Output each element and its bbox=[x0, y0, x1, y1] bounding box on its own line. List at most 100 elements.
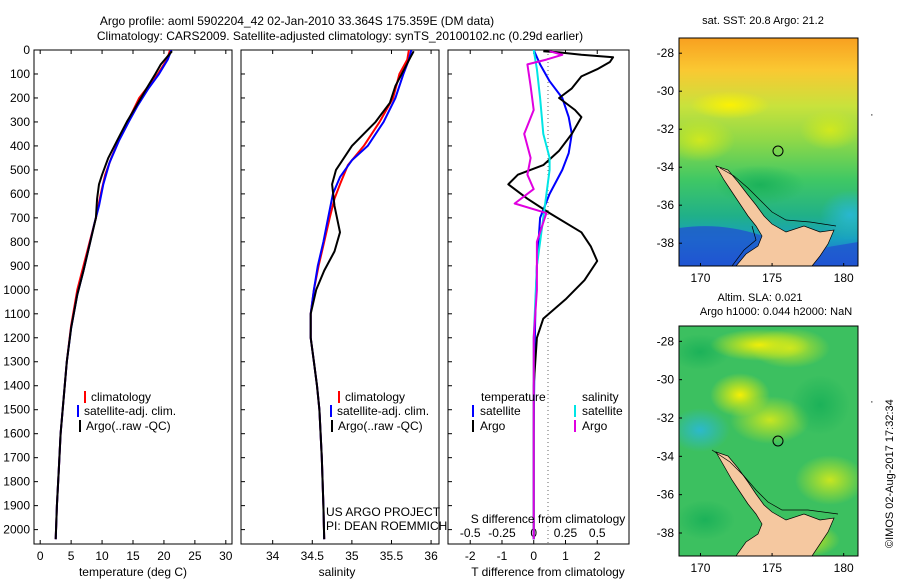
y-tick-label: 0 bbox=[23, 43, 30, 57]
y-tick-label: 300 bbox=[10, 115, 30, 129]
y-tick-label: 900 bbox=[10, 259, 30, 273]
x-tick-label: 25 bbox=[188, 549, 202, 563]
map-y-tick-label: -28 bbox=[657, 334, 675, 348]
legend-satellite-label: satellite-adj. clim. bbox=[84, 404, 176, 418]
x-tick-label: -1 bbox=[497, 549, 508, 563]
sla-map-marker-dot: · bbox=[870, 396, 874, 408]
map-x-tick-label: 180 bbox=[834, 561, 854, 575]
s-tick-label: 0.5 bbox=[589, 526, 606, 540]
sla-map-subtitle: Argo h1000: 0.044 h2000: NaN bbox=[700, 306, 852, 318]
sst-map-title: sat. SST: 20.8 Argo: 21.2 bbox=[702, 15, 824, 27]
difference-panel: -2 -1 0 1 2 -0.5 -0.25 0 0.25 0.5 S difference f… bbox=[447, 49, 630, 579]
legend-climatology-label: climatology bbox=[345, 390, 405, 404]
difference-axes-box bbox=[447, 49, 630, 545]
legend-t-argo-label: Argo bbox=[480, 419, 506, 433]
imos-timestamp: ©IMOS 02-Aug-2017 17:32:34 bbox=[884, 399, 896, 548]
x-tick-label: 0 bbox=[37, 549, 44, 563]
sst-map-x-ticks: 170 175 180 bbox=[690, 263, 854, 285]
legend-climatology-label: climatology bbox=[91, 390, 151, 404]
series-line bbox=[54, 50, 173, 540]
map-x-tick-label: 180 bbox=[834, 271, 854, 285]
map-y-tick-label: -32 bbox=[657, 122, 675, 136]
y-tick-label: 1400 bbox=[3, 379, 30, 393]
map-y-tick-label: -32 bbox=[657, 411, 675, 425]
sla-map-title: Altim. SLA: 0.021 bbox=[718, 292, 803, 304]
temperature-x-ticks bbox=[39, 50, 227, 544]
salinity-x-label: salinity bbox=[319, 565, 356, 579]
legend-s-argo-label: Argo bbox=[582, 419, 608, 433]
temperature-lines bbox=[54, 50, 173, 540]
y-tick-label: 200 bbox=[10, 91, 30, 105]
depth-tick-marks bbox=[34, 49, 38, 531]
legend-salinity-title: salinity bbox=[582, 390, 619, 404]
temperature-x-label: temperature (deg C) bbox=[79, 565, 187, 579]
y-tick-label: 1300 bbox=[3, 355, 30, 369]
y-tick-label: 1500 bbox=[3, 403, 30, 417]
x-tick-label: 35.5 bbox=[380, 549, 404, 563]
y-tick-label: 1000 bbox=[3, 283, 30, 297]
x-tick-label: 20 bbox=[157, 549, 171, 563]
sst-map-y-ticks: -28 -30 -32 -34 -36 -38 bbox=[657, 46, 682, 250]
x-tick-label: 0 bbox=[530, 549, 537, 563]
header-line-1: Argo profile: aoml 5902204_42 02-Jan-201… bbox=[100, 14, 494, 28]
x-tick-label: 1 bbox=[562, 549, 569, 563]
map-y-tick-label: -36 bbox=[657, 198, 675, 212]
y-tick-label: 400 bbox=[10, 139, 30, 153]
land-mass bbox=[715, 165, 837, 266]
legend-satellite-label: satellite-adj. clim. bbox=[337, 404, 429, 418]
s-tick-label: -0.5 bbox=[460, 526, 481, 540]
y-tick-label: 600 bbox=[10, 187, 30, 201]
x-tick-label: 5 bbox=[68, 549, 75, 563]
salinity-panel: 34 34.5 35 35.5 36 salinity climatology sate… bbox=[240, 49, 447, 579]
x-tick-label: 35 bbox=[345, 549, 359, 563]
legend-t-satellite-label: satellite bbox=[480, 404, 521, 418]
y-tick-label: 1600 bbox=[3, 427, 30, 441]
salinity-axes-box bbox=[240, 49, 440, 545]
series-line bbox=[513, 50, 564, 540]
y-tick-label: 1100 bbox=[4, 307, 30, 321]
series-line bbox=[507, 50, 615, 540]
x-tick-label: 10 bbox=[95, 549, 109, 563]
map-y-tick-label: -36 bbox=[657, 488, 675, 502]
y-tick-label: 1700 bbox=[3, 451, 30, 465]
map-y-tick-label: -38 bbox=[657, 236, 675, 250]
sst-map: sat. SST: 20.8 Argo: 21.2 -28 -30 -32 -34 -3… bbox=[657, 15, 874, 285]
map-x-tick-label: 170 bbox=[690, 561, 710, 575]
sla-map-x-ticks: 170 175 180 bbox=[690, 553, 854, 575]
map-y-tick-label: -30 bbox=[657, 373, 675, 387]
temperature-panel: 0100200300400500600700800900100011001200… bbox=[3, 43, 233, 579]
legend-s-satellite-label: satellite bbox=[582, 404, 623, 418]
map-y-tick-label: -34 bbox=[657, 449, 675, 463]
y-tick-label: 500 bbox=[10, 163, 30, 177]
s-tick-label: -0.25 bbox=[488, 526, 516, 540]
s-tick-label: 0.25 bbox=[554, 526, 578, 540]
map-x-tick-label: 175 bbox=[762, 271, 782, 285]
x-tick-label: 36 bbox=[424, 549, 438, 563]
depth-tick-labels: 0 100 200 300 400 500 600 700 800 900 1000 1100 1200… bbox=[3, 43, 30, 537]
pi-annotation: PI: DEAN ROEMMICH bbox=[326, 519, 447, 533]
sla-field bbox=[679, 326, 858, 556]
header-line-2: Climatology: CARS2009. Satellite-adjuste… bbox=[97, 29, 583, 43]
land-mass bbox=[711, 449, 839, 556]
y-tick-label: 100 bbox=[10, 67, 30, 81]
argo-position-marker bbox=[772, 435, 784, 447]
map-y-tick-label: -38 bbox=[657, 526, 675, 540]
temperature-difference-label: T difference from climatology bbox=[471, 565, 625, 579]
sla-map: Altim. SLA: 0.021 Argo h1000: 0.044 h200… bbox=[657, 292, 874, 575]
project-annotation: US ARGO PROJECT bbox=[326, 505, 441, 519]
map-x-tick-label: 170 bbox=[690, 271, 710, 285]
y-tick-label: 1800 bbox=[3, 475, 30, 489]
x-tick-label: -2 bbox=[465, 549, 476, 563]
salinity-lines bbox=[309, 50, 415, 540]
map-y-tick-label: -34 bbox=[657, 160, 675, 174]
legend-temperature-title: temperature bbox=[481, 390, 546, 404]
map-y-tick-label: -30 bbox=[657, 84, 675, 98]
legend-argo-label: Argo(..raw -QC) bbox=[338, 419, 423, 433]
x-tick-label: 2 bbox=[594, 549, 601, 563]
sst-map-marker-dot: · bbox=[870, 109, 874, 121]
difference-legend: temperature satellite Argo salinity sate… bbox=[472, 390, 623, 433]
y-tick-label: 2000 bbox=[3, 523, 30, 537]
difference-x-ticks bbox=[448, 49, 598, 544]
temperature-legend: climatology satellite-adj. clim. Argo(..… bbox=[77, 390, 176, 433]
